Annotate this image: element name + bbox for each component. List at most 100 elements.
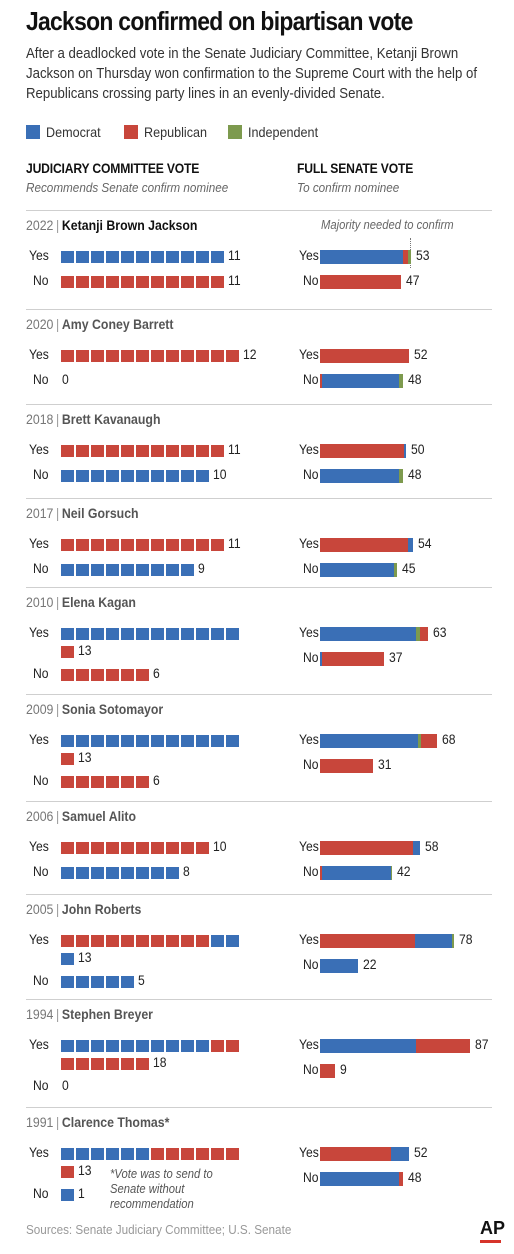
committee-vote-block [121,350,134,362]
committee-vote-block [91,867,104,879]
senate-vote-segment [321,866,391,880]
senate-column-subtitle: To confirm nominee [297,180,400,195]
senate-vote-segment [320,627,417,641]
committee-vote-block [166,735,179,747]
senate-no-total: 22 [362,957,377,972]
committee-vote-block [61,735,74,747]
committee-vote-block [76,776,89,788]
committee-vote-block [91,251,104,263]
committee-vote-block [151,867,164,879]
committee-vote-block [136,1058,149,1070]
committee-vote-block [121,842,134,854]
committee-vote-block [76,445,89,457]
committee-vote-block [121,445,134,457]
committee-vote-block [121,276,134,288]
nominee-name: Ketanji Brown Jackson [61,217,198,233]
senate-yes-total: 68 [441,732,456,747]
committee-vote-block [181,628,194,640]
committee-vote-block [91,276,104,288]
committee-vote-block [151,935,164,947]
committee-vote-block [166,1148,179,1160]
committee-vote-block [226,935,239,947]
committee-vote-block [136,867,149,879]
committee-vote-block [136,842,149,854]
committee-no-label: No [33,864,49,879]
committee-vote-block [61,350,74,362]
committee-no-label: No [33,1186,49,1201]
committee-vote-block [136,539,149,551]
senate-no-label: No [303,650,319,665]
committee-column-subtitle: Recommends Senate confirm nominee [26,180,229,195]
committee-vote-block [76,1058,89,1070]
senate-vote-segment [320,1172,400,1186]
senate-vote-segment [407,250,412,264]
nominee-divider [26,1107,492,1108]
committee-yes-label: Yes [29,625,49,640]
committee-vote-block [61,539,74,551]
legend-label-independent: Independent [248,124,319,140]
legend-label-democrat: Democrat [46,124,101,140]
committee-vote-block [61,564,74,576]
committee-vote-block [166,842,179,854]
committee-vote-block [106,776,119,788]
chart-subtitle: After a deadlocked vote in the Senate Ju… [26,45,477,102]
senate-vote-segment [404,444,406,458]
senate-vote-segment [320,934,415,948]
committee-vote-block [181,1148,194,1160]
senate-vote-segment [390,1147,410,1161]
committee-yes-total: 13 [78,643,92,658]
committee-vote-block [91,976,104,988]
chart-title: Jackson confirmed on bipartisan vote [26,6,413,36]
committee-yes-total: 11 [228,248,241,263]
committee-vote-block [61,776,74,788]
committee-vote-block [106,276,119,288]
senate-yes-total: 53 [416,248,430,263]
committee-vote-block [136,1148,149,1160]
committee-vote-block [91,539,104,551]
committee-vote-block [226,350,239,362]
nominee-divider [26,894,492,895]
senate-no-total: 42 [397,864,411,879]
senate-vote-segment [320,1064,336,1078]
committee-vote-block [106,350,119,362]
nominee-header: 1991 | Clarence Thomas* [26,1114,169,1130]
committee-vote-block [136,669,149,681]
committee-yes-label: Yes [29,248,49,263]
committee-vote-block [76,276,89,288]
committee-vote-block [166,445,179,457]
senate-vote-segment [320,250,403,264]
senate-yes-label: Yes [299,248,319,263]
committee-vote-block [166,350,179,362]
committee-vote-block [196,842,209,854]
committee-vote-block [211,1148,224,1160]
committee-vote-block [121,564,134,576]
senate-vote-segment [320,652,322,666]
senate-no-label: No [303,273,319,288]
committee-vote-block [61,646,74,658]
committee-vote-block [166,564,179,576]
legend-swatch-republican [124,125,138,139]
senate-no-label: No [303,1170,319,1185]
senate-vote-segment [320,866,322,880]
committee-vote-block [76,251,89,263]
committee-vote-block [181,842,194,854]
senate-no-total: 48 [407,1170,422,1185]
nominee-divider [26,498,492,499]
nominee-separator: | [56,1114,60,1130]
committee-vote-block [181,1040,194,1052]
committee-vote-block [91,935,104,947]
committee-yes-label: Yes [29,732,49,747]
nominee-separator: | [56,411,60,427]
committee-yes-total: 11 [228,442,241,457]
senate-yes-total: 52 [414,1145,428,1160]
committee-vote-block [121,1148,134,1160]
committee-vote-block [196,1148,209,1160]
committee-yes-label: Yes [29,839,49,854]
committee-vote-block [121,539,134,551]
senate-vote-segment [320,734,419,748]
nominee-divider [26,694,492,695]
committee-vote-block [121,935,134,947]
committee-vote-block [151,445,164,457]
committee-vote-block [196,1040,209,1052]
committee-vote-block [61,470,74,482]
